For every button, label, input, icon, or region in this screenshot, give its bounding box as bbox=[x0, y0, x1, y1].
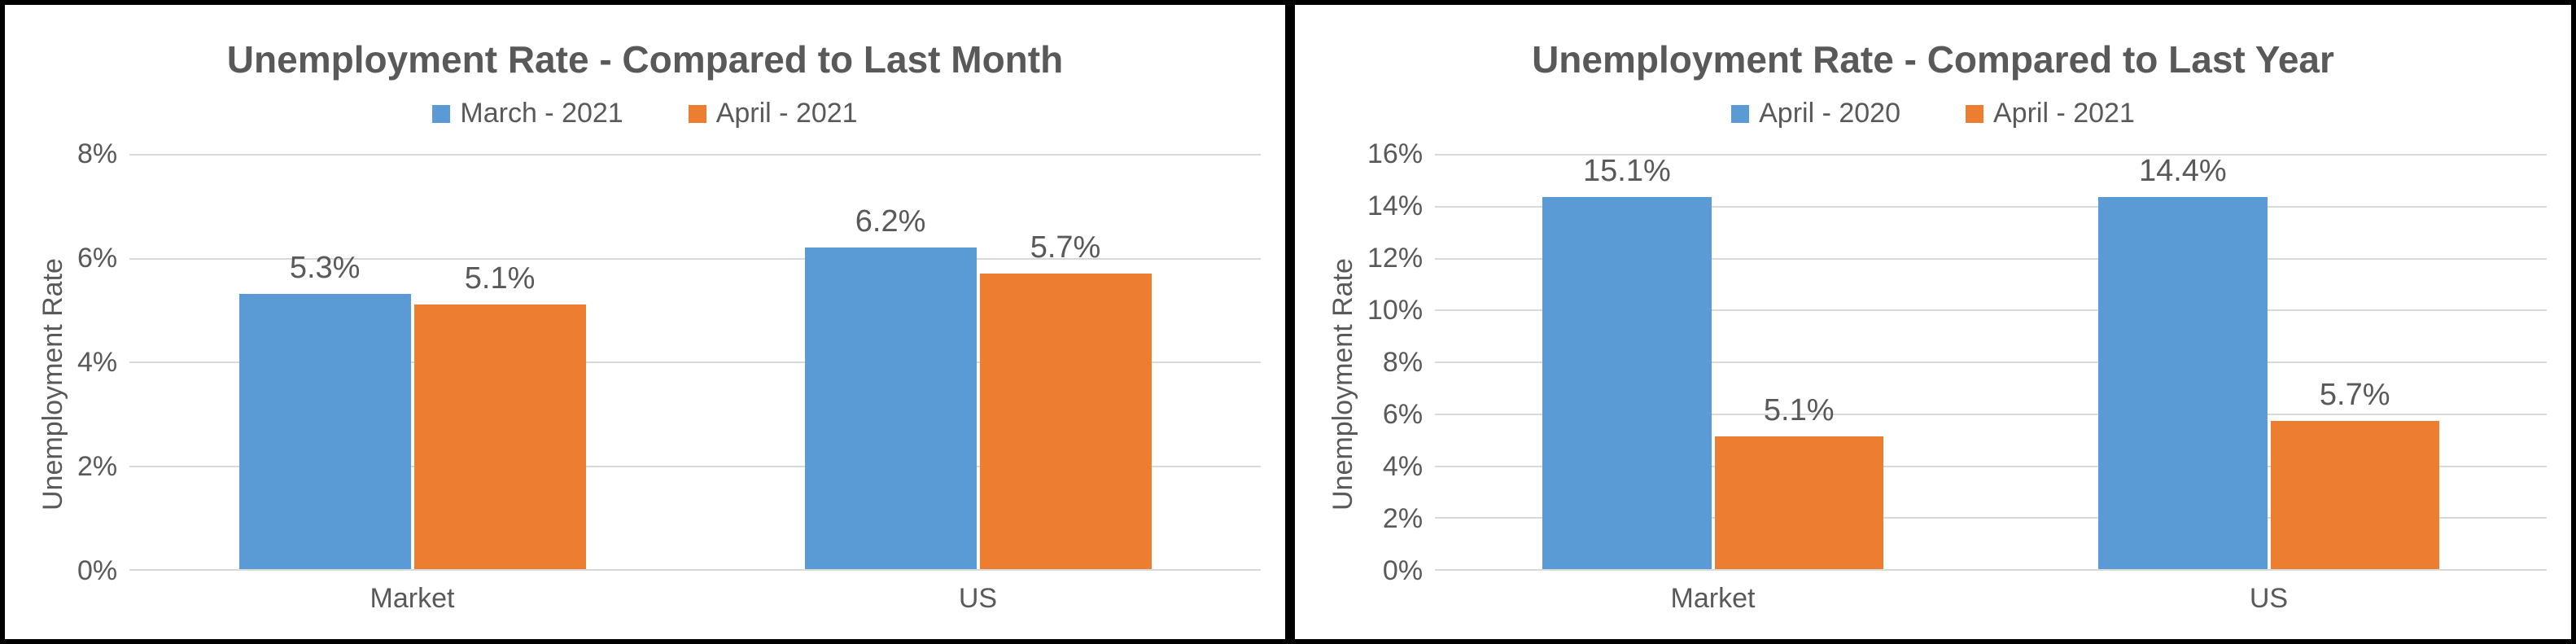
bar bbox=[805, 248, 977, 569]
bar-wrap: 5.3% bbox=[239, 154, 411, 569]
legend-item: March - 2021 bbox=[432, 98, 623, 129]
category-group: 6.2% 5.7% bbox=[695, 154, 1261, 569]
bar bbox=[239, 294, 411, 569]
bar-value-label: 5.3% bbox=[290, 251, 361, 286]
x-tick-label: US bbox=[695, 571, 1261, 615]
bar bbox=[2098, 197, 2267, 569]
legend-swatch bbox=[1731, 105, 1749, 123]
bar bbox=[1715, 436, 1883, 569]
legend-item: April - 2021 bbox=[1966, 98, 2135, 129]
bar-wrap: 5.1% bbox=[1715, 154, 1883, 569]
bar-wrap: 5.7% bbox=[980, 154, 1152, 569]
legend-swatch bbox=[689, 105, 706, 123]
bar-wrap: 6.2% bbox=[805, 154, 977, 569]
category-group: 14.4% 5.7% bbox=[1991, 154, 2547, 569]
bar-value-label: 14.4% bbox=[2139, 154, 2227, 189]
legend-item: April - 2020 bbox=[1731, 98, 1900, 129]
bar-value-label: 6.2% bbox=[855, 204, 926, 239]
chart-title: Unemployment Rate - Compared to Last Yea… bbox=[1319, 37, 2547, 81]
bar-value-label: 5.7% bbox=[2320, 378, 2390, 413]
legend-swatch bbox=[432, 105, 450, 123]
bar-value-label: 15.1% bbox=[1583, 154, 1671, 189]
chart-legend: April - 2020 April - 2021 bbox=[1319, 98, 2547, 129]
bar bbox=[2271, 421, 2439, 569]
bar-value-label: 5.1% bbox=[1764, 393, 1835, 428]
bar-value-label: 5.1% bbox=[465, 261, 536, 296]
bar bbox=[1542, 197, 1711, 569]
x-ticks-inner: MarketUS bbox=[129, 571, 1261, 615]
x-ticks-inner: MarketUS bbox=[1435, 571, 2547, 615]
x-ticks: MarketUS bbox=[1367, 571, 2547, 615]
bar-wrap: 5.1% bbox=[414, 154, 586, 569]
bar-value-label: 5.7% bbox=[1030, 230, 1101, 265]
bar-wrap: 14.4% bbox=[2098, 154, 2267, 569]
category-group: 15.1% 5.1% bbox=[1435, 154, 1991, 569]
x-tick-label: Market bbox=[1435, 571, 1991, 615]
bar-wrap: 5.7% bbox=[2271, 154, 2439, 569]
y-ticks: 0%2%4%6%8%10%12%14%16% bbox=[1367, 154, 1435, 571]
chart-panel-last-year: Unemployment Rate - Compared to Last Yea… bbox=[1290, 0, 2576, 644]
grid-area: 0%2%4%6%8%10%12%14%16% 15.1% 5.1% 14.4% 5.7… bbox=[1367, 154, 2547, 571]
y-ticks: 0%2%4%6%8% bbox=[77, 154, 129, 571]
y-axis-label: Unemployment Rate bbox=[1319, 154, 1367, 615]
category-group: 5.3% 5.1% bbox=[129, 154, 695, 569]
bar bbox=[980, 274, 1152, 569]
legend-item: April - 2021 bbox=[689, 98, 858, 129]
legend-swatch bbox=[1966, 105, 1983, 123]
x-tick-label: US bbox=[1991, 571, 2547, 615]
bars-region: 5.3% 5.1% 6.2% 5.7% bbox=[129, 154, 1261, 571]
grid-area: 0%2%4%6%8% 5.3% 5.1% 6.2% 5.7% bbox=[77, 154, 1261, 571]
legend-label: April - 2020 bbox=[1759, 98, 1900, 129]
bar-wrap: 15.1% bbox=[1542, 154, 1711, 569]
chart-panel-last-month: Unemployment Rate - Compared to Last Mon… bbox=[0, 0, 1290, 644]
plot-row: Unemployment Rate 0%2%4%6%8%10%12%14%16%… bbox=[1319, 154, 2547, 615]
plot-area: 0%2%4%6%8% 5.3% 5.1% 6.2% 5.7% MarketUS bbox=[77, 154, 1261, 615]
legend-label: April - 2021 bbox=[1993, 98, 2135, 129]
y-axis-label: Unemployment Rate bbox=[29, 154, 77, 615]
bar bbox=[414, 304, 586, 569]
plot-row: Unemployment Rate 0%2%4%6%8% 5.3% 5.1% 6.2… bbox=[29, 154, 1261, 615]
plot-area: 0%2%4%6%8%10%12%14%16% 15.1% 5.1% 14.4% 5.7… bbox=[1367, 154, 2547, 615]
x-tick-label: Market bbox=[129, 571, 695, 615]
chart-title: Unemployment Rate - Compared to Last Mon… bbox=[29, 37, 1261, 81]
legend-label: March - 2021 bbox=[460, 98, 623, 129]
bars-region: 15.1% 5.1% 14.4% 5.7% bbox=[1435, 154, 2547, 571]
chart-legend: March - 2021 April - 2021 bbox=[29, 98, 1261, 129]
legend-label: April - 2021 bbox=[716, 98, 858, 129]
x-ticks: MarketUS bbox=[77, 571, 1261, 615]
